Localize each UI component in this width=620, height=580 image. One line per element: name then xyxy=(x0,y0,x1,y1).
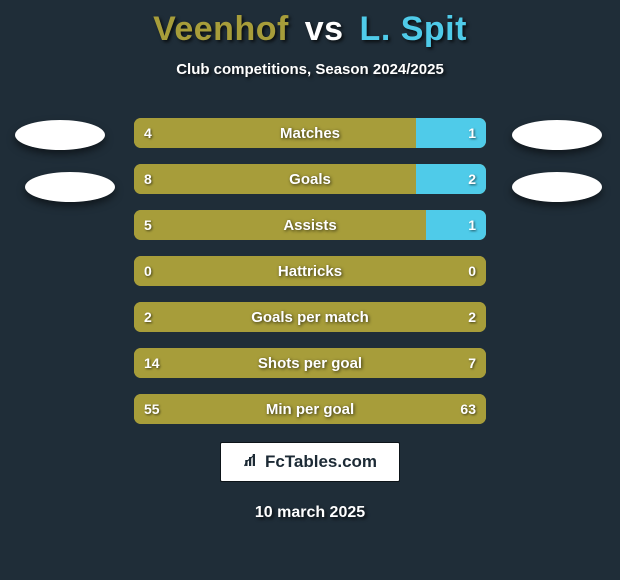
watermark-text: FcTables.com xyxy=(265,452,377,472)
stat-left-value: 5 xyxy=(144,210,152,240)
title-right-name: L. Spit xyxy=(360,10,467,48)
avatar-left-1 xyxy=(15,120,105,150)
stat-left-value: 14 xyxy=(144,348,160,378)
stat-bars: 41Matches82Goals51Assists00Hattricks22Go… xyxy=(134,118,486,424)
bar-left-fill xyxy=(134,394,486,424)
stat-left-value: 8 xyxy=(144,164,152,194)
stat-right-value: 2 xyxy=(468,164,476,194)
stat-row: 22Goals per match xyxy=(134,302,486,332)
page-title: Veenhof vs L. Spit xyxy=(0,0,620,49)
stat-left-value: 0 xyxy=(144,256,152,286)
comparison-card: Veenhof vs L. Spit Club competitions, Se… xyxy=(0,0,620,580)
stat-row: 00Hattricks xyxy=(134,256,486,286)
stat-left-value: 2 xyxy=(144,302,152,332)
date: 10 march 2025 xyxy=(0,504,620,522)
stat-row: 41Matches xyxy=(134,118,486,148)
bar-left-fill xyxy=(134,118,416,148)
title-left-name: Veenhof xyxy=(153,10,289,48)
stat-left-value: 55 xyxy=(144,394,160,424)
subtitle: Club competitions, Season 2024/2025 xyxy=(0,61,620,78)
stat-row: 82Goals xyxy=(134,164,486,194)
bar-right-fill xyxy=(426,210,486,240)
stat-right-value: 2 xyxy=(468,302,476,332)
stat-right-value: 7 xyxy=(468,348,476,378)
stat-right-value: 1 xyxy=(468,210,476,240)
stat-row: 51Assists xyxy=(134,210,486,240)
stat-right-value: 63 xyxy=(460,394,476,424)
avatar-right-1 xyxy=(512,120,602,150)
avatar-right-2 xyxy=(512,172,602,202)
bar-left-fill xyxy=(134,210,426,240)
stat-row: 147Shots per goal xyxy=(134,348,486,378)
stat-right-value: 0 xyxy=(468,256,476,286)
bar-left-fill xyxy=(134,302,486,332)
bar-left-fill xyxy=(134,348,486,378)
bar-left-fill xyxy=(134,256,486,286)
watermark[interactable]: FcTables.com xyxy=(220,442,400,482)
title-vs: vs xyxy=(305,10,344,48)
stat-right-value: 1 xyxy=(468,118,476,148)
bar-left-fill xyxy=(134,164,416,194)
stat-row: 5563Min per goal xyxy=(134,394,486,424)
stat-left-value: 4 xyxy=(144,118,152,148)
chart-icon xyxy=(243,451,261,474)
avatar-left-2 xyxy=(25,172,115,202)
